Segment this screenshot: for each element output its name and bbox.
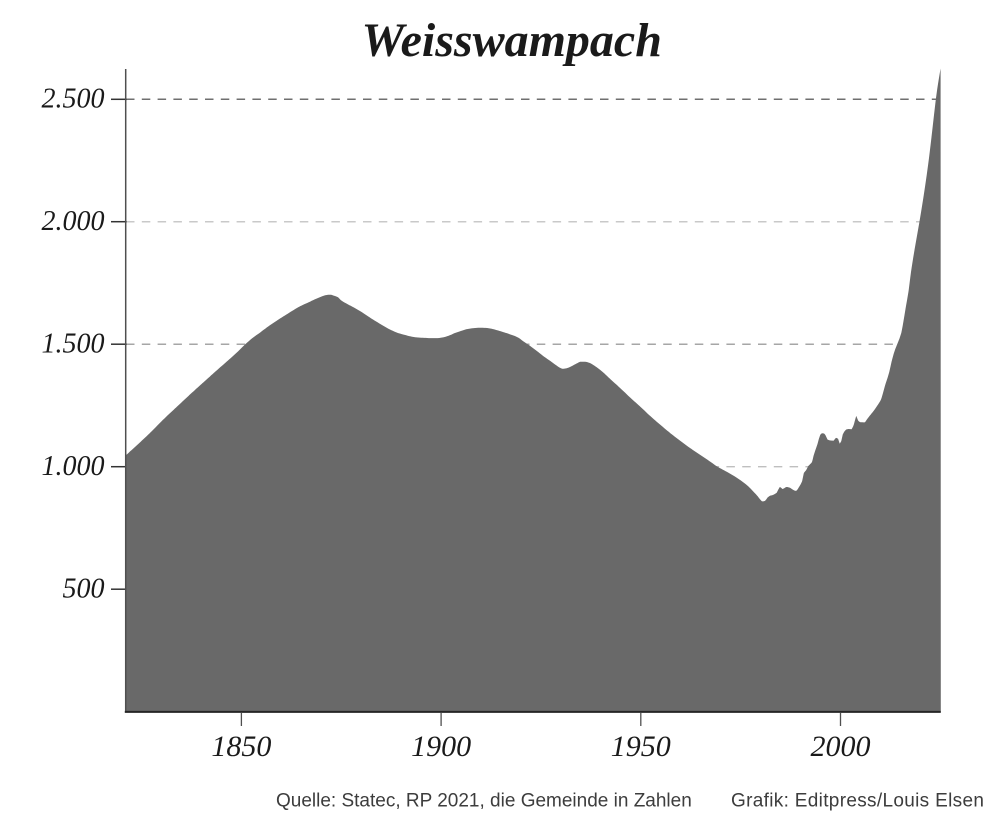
svg-text:1950: 1950 <box>611 730 671 763</box>
svg-text:1.500: 1.500 <box>42 328 105 359</box>
svg-text:Quelle: Statec, RP 2021, die G: Quelle: Statec, RP 2021, die Gemeinde in… <box>276 791 692 812</box>
svg-text:Grafik: Editpress/Louis Elsen: Grafik: Editpress/Louis Elsen <box>731 791 984 812</box>
svg-text:500: 500 <box>63 573 105 604</box>
svg-text:Weisswampach: Weisswampach <box>361 14 661 67</box>
svg-text:1.000: 1.000 <box>42 451 105 482</box>
svg-text:2.500: 2.500 <box>42 83 105 114</box>
svg-text:1850: 1850 <box>211 730 271 763</box>
svg-text:1900: 1900 <box>411 730 471 763</box>
svg-text:2.000: 2.000 <box>42 206 105 237</box>
svg-text:2000: 2000 <box>811 730 871 763</box>
